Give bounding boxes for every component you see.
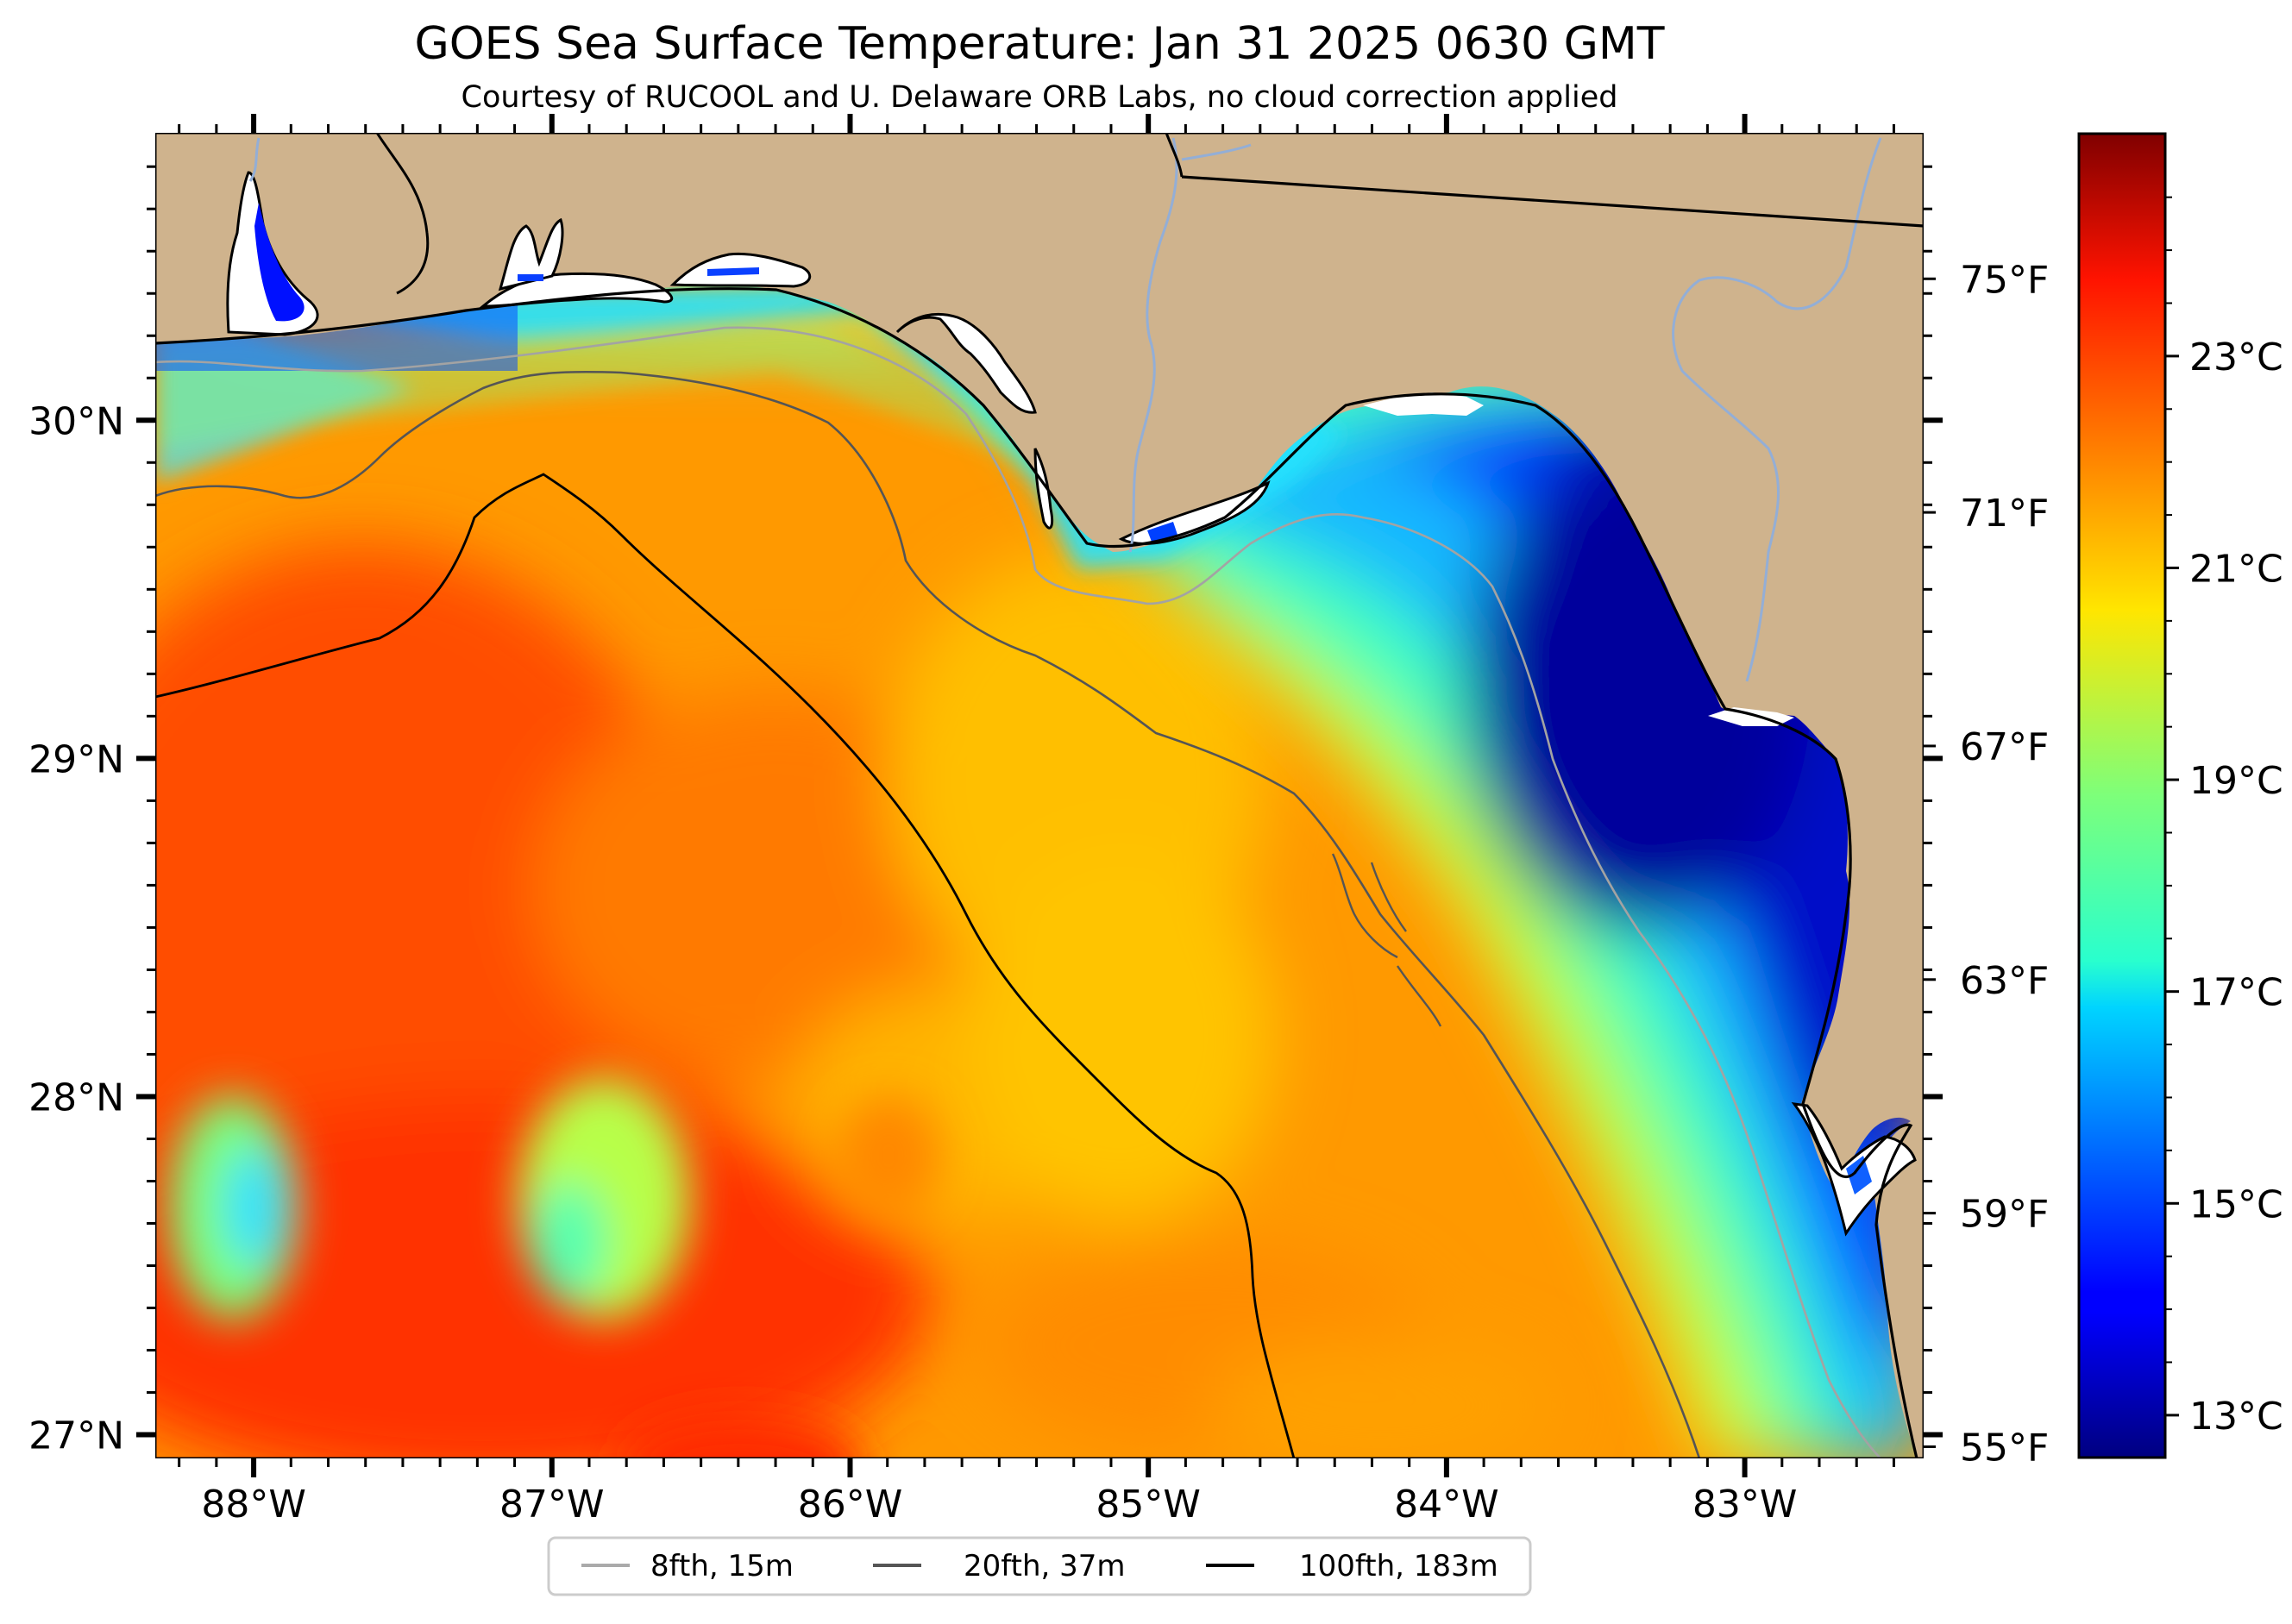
colorbar-tick-label: 13°C xyxy=(2189,1395,2283,1439)
fahrenheit-tick-label: 75°F xyxy=(1960,258,2049,302)
sst-map xyxy=(155,133,1924,1458)
fahrenheit-tick-label: 63°F xyxy=(1960,959,2049,1003)
lon-tick-label: 87°W xyxy=(499,1483,605,1527)
colorbar-tick-label: 19°C xyxy=(2189,759,2283,803)
colorbar: 23°C 21°C 19°C 17°C 15°C 13°C xyxy=(2077,132,2283,1459)
colorbar-tick-label: 23°C xyxy=(2189,335,2283,379)
lon-tick-label: 88°W xyxy=(201,1483,306,1527)
colorbar-tick-label: 17°C xyxy=(2189,971,2283,1015)
lat-tick-label: 30°N xyxy=(28,399,124,443)
inland-bays xyxy=(226,171,1917,1237)
fahrenheit-labels: 75°F 71°F 67°F 63°F 59°F 55°F xyxy=(1960,258,2049,1470)
longitude-labels: 88°W 87°W 86°W 85°W 84°W 83°W xyxy=(201,1483,1797,1527)
lat-tick-label: 29°N xyxy=(28,737,124,781)
lon-tick-label: 85°W xyxy=(1096,1483,1201,1527)
sst-cool-patches xyxy=(168,1078,940,1458)
isobath-20fth xyxy=(155,370,1701,1458)
fahrenheit-tick-label: 59°F xyxy=(1960,1193,2049,1237)
legend-label-100fth: 100fth, 183m xyxy=(1299,1549,1498,1583)
colorbar-gradient xyxy=(2077,132,2167,1459)
latitude-labels: 30°N 29°N 28°N 27°N xyxy=(28,399,124,1458)
shoals xyxy=(1331,853,1442,1027)
colorbar-tick-label: 21°C xyxy=(2189,547,2283,591)
land-area xyxy=(155,133,1924,1458)
lon-tick-label: 86°W xyxy=(798,1483,903,1527)
lat-tick-label: 28°N xyxy=(28,1075,124,1119)
lon-tick-label: 84°W xyxy=(1394,1483,1499,1527)
legend-box xyxy=(547,1536,1532,1596)
lat-tick-label: 27°N xyxy=(28,1414,124,1458)
fahrenheit-tick-label: 71°F xyxy=(1960,492,2049,536)
legend-label-8fth: 8fth, 15m xyxy=(650,1549,794,1583)
isobath-legend: 8fth, 15m 20fth, 37m 100fth, 183m xyxy=(547,1536,1532,1596)
state-boundary-west xyxy=(375,133,1184,295)
lon-tick-label: 83°W xyxy=(1692,1483,1798,1527)
state-boundary xyxy=(1181,175,1924,228)
fahrenheit-tick-label: 55°F xyxy=(1960,1426,2049,1470)
map-subtitle: Courtesy of RUCOOL and U. Delaware ORB L… xyxy=(462,80,1618,115)
legend-label-20fth: 20fth, 37m xyxy=(964,1549,1126,1583)
rivers xyxy=(248,137,1882,682)
map-tick-marks xyxy=(136,114,1943,1477)
coastline xyxy=(155,287,1918,1458)
isobath-100fth xyxy=(155,473,1296,1458)
isobath-8fth xyxy=(155,326,1881,1458)
colorbar-tick-label: 15°C xyxy=(2189,1182,2283,1226)
map-title: GOES Sea Surface Temperature: Jan 31 202… xyxy=(414,18,1664,70)
fahrenheit-tick-label: 67°F xyxy=(1960,725,2049,769)
colorbar-ticks: 23°C 21°C 19°C 17°C 15°C 13°C xyxy=(2165,196,2283,1439)
